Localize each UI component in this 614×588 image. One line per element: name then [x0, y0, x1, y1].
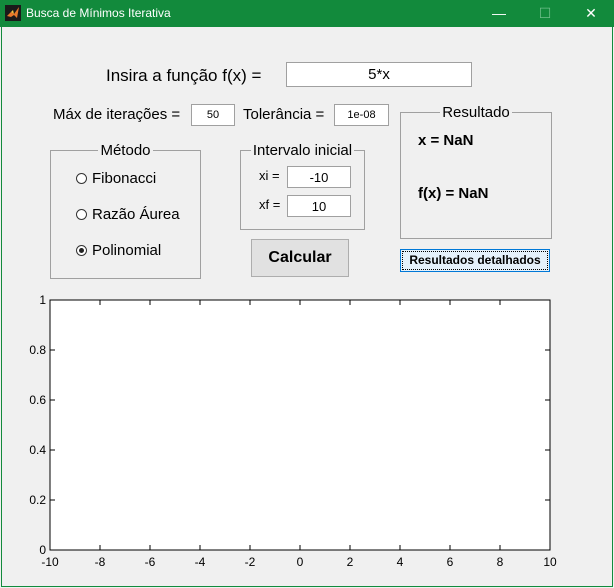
radio-button-icon[interactable]	[76, 173, 87, 184]
x-tick-label: 10	[543, 555, 557, 569]
xf-label: xf =	[259, 197, 281, 212]
detailed-results-label: Resultados detalhados	[402, 251, 548, 270]
plot-area	[49, 299, 551, 551]
maximize-button[interactable]: ☐	[522, 0, 568, 27]
title-bar[interactable]: Busca de Mínimos Iterativa — ☐ ✕	[0, 0, 614, 27]
iterations-input[interactable]	[191, 104, 235, 126]
minimize-button[interactable]: —	[476, 0, 522, 27]
axis-ticks: -10 -8 -6 -4 -2 0 2 4 6 8 10 0 0.2 0.4 0.6 0.8 1	[29, 293, 557, 569]
close-button[interactable]: ✕	[568, 0, 614, 27]
x-tick-label: 2	[347, 555, 354, 569]
x-tick-label: -2	[245, 555, 256, 569]
maximize-icon: ☐	[538, 5, 552, 21]
radio-button-icon[interactable]	[76, 209, 87, 220]
calculate-button[interactable]: Calcular	[251, 239, 349, 277]
x-tick-label: -6	[145, 555, 156, 569]
x-tick-label: 6	[447, 555, 454, 569]
iterations-label: Máx de iterações =	[53, 106, 181, 123]
interval-group-title: Intervalo inicial	[252, 142, 353, 159]
x-tick-label: -8	[95, 555, 106, 569]
tolerance-input[interactable]	[334, 104, 389, 126]
radio-razao-aurea[interactable]: Razão Áurea	[76, 206, 180, 223]
radio-label: Polinomial	[92, 242, 162, 259]
result-group: Resultado	[400, 104, 552, 239]
radio-button-checked-icon[interactable]	[76, 245, 87, 256]
method-group: Método	[50, 142, 201, 279]
x-tick-label: 0	[297, 555, 304, 569]
radio-label: Razão Áurea	[92, 206, 180, 223]
result-x: x = NaN	[418, 132, 474, 149]
xi-input[interactable]	[287, 166, 351, 188]
result-fx: f(x) = NaN	[418, 185, 489, 202]
x-tick-label: 4	[397, 555, 404, 569]
y-tick-label: 0	[39, 543, 46, 557]
function-input[interactable]	[286, 62, 472, 87]
xf-input[interactable]	[287, 195, 351, 217]
window-title: Busca de Mínimos Iterativa	[26, 6, 171, 20]
detailed-results-button[interactable]: Resultados detalhados	[400, 249, 550, 272]
xi-label: xi =	[259, 168, 280, 183]
y-tick-label: 0.8	[29, 343, 46, 357]
y-tick-label: 0.6	[29, 393, 46, 407]
interval-group: Intervalo inicial	[240, 142, 365, 230]
tolerance-label: Tolerância =	[243, 106, 325, 123]
method-group-title: Método	[100, 142, 151, 159]
x-tick-label: 8	[497, 555, 504, 569]
x-tick-label: -4	[195, 555, 206, 569]
minimize-icon: —	[492, 5, 506, 21]
function-label: Insira a função f(x) =	[106, 66, 262, 85]
radio-label: Fibonacci	[92, 170, 157, 187]
radio-fibonacci[interactable]: Fibonacci	[76, 170, 156, 187]
result-group-title: Resultado	[442, 104, 510, 121]
y-tick-label: 1	[39, 293, 46, 307]
x-tick-label: -10	[41, 555, 59, 569]
y-tick-label: 0.4	[29, 443, 46, 457]
matlab-icon	[5, 5, 21, 21]
radio-polinomial[interactable]: Polinomial	[76, 242, 161, 259]
close-icon: ✕	[585, 5, 597, 21]
y-tick-label: 0.2	[29, 493, 46, 507]
